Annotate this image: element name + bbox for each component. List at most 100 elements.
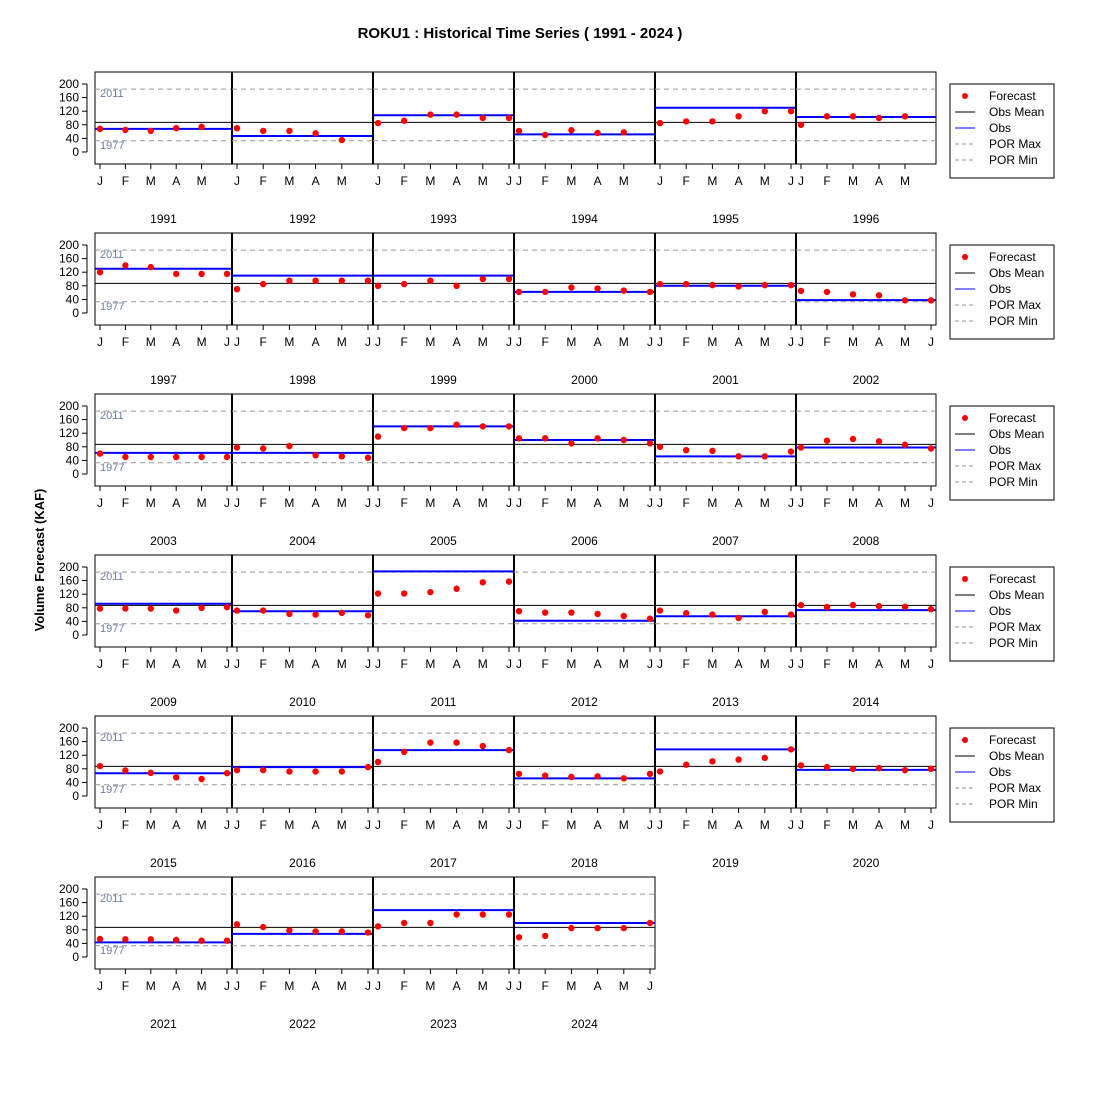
forecast-point xyxy=(479,114,486,122)
x-tick-label: M xyxy=(900,818,910,832)
forecast-point xyxy=(594,610,601,618)
x-tick-label: M xyxy=(337,818,347,832)
year-label: 1991 xyxy=(150,212,177,226)
forecast-point xyxy=(594,924,601,932)
x-tick-label: M xyxy=(760,174,770,188)
x-tick-label: M xyxy=(707,818,717,832)
x-tick-label: M xyxy=(337,979,347,993)
forecast-point xyxy=(364,929,372,936)
y-tick-label: 80 xyxy=(66,279,80,293)
forecast-point xyxy=(173,774,180,781)
x-tick-label: A xyxy=(172,174,180,188)
forecast-point xyxy=(453,739,460,746)
x-tick-label: F xyxy=(542,496,549,510)
legend-box xyxy=(949,83,1055,179)
legend-label: Obs Mean xyxy=(989,427,1044,441)
x-tick-label: M xyxy=(337,335,347,349)
forecast-point xyxy=(683,280,690,288)
forecast-point xyxy=(683,118,690,125)
forecast-point xyxy=(223,937,231,944)
x-tick-label: A xyxy=(172,657,180,671)
x-tick-label: J xyxy=(97,496,103,510)
x-tick-label: M xyxy=(900,174,910,188)
y-tick-label: 200 xyxy=(59,882,79,896)
panel-frame xyxy=(372,554,515,648)
y-tick-label: 160 xyxy=(59,735,79,749)
x-tick-label: J xyxy=(506,657,512,671)
x-tick-label: M xyxy=(284,335,294,349)
x-tick-label: M xyxy=(478,979,488,993)
forecast-point xyxy=(364,612,372,619)
forecast-point xyxy=(338,453,345,460)
x-tick-label: F xyxy=(122,496,129,510)
x-tick-label: A xyxy=(453,174,461,188)
legend-label: Obs xyxy=(989,282,1011,296)
forecast-point xyxy=(568,284,575,291)
x-tick-label: M xyxy=(425,335,435,349)
forecast-point xyxy=(286,127,293,135)
forecast-point xyxy=(787,448,795,455)
legend-label: POR Max xyxy=(989,137,1041,151)
x-tick-label: A xyxy=(594,979,602,993)
panel-frame xyxy=(513,554,656,648)
forecast-point xyxy=(401,590,408,597)
legend-label: POR Min xyxy=(989,153,1038,167)
legend-label: Forecast xyxy=(989,733,1036,747)
forecast-point xyxy=(479,911,486,918)
forecast-point xyxy=(927,445,935,452)
forecast-point xyxy=(683,610,690,617)
legend-label: Forecast xyxy=(989,250,1036,264)
year-label: 2003 xyxy=(150,534,177,548)
x-tick-label: M xyxy=(619,818,629,832)
forecast-point xyxy=(656,280,664,288)
x-tick-label: J xyxy=(788,818,794,832)
forecast-point xyxy=(823,603,831,611)
forecast-point xyxy=(875,292,883,299)
forecast-point xyxy=(505,746,513,754)
x-tick-label: M xyxy=(197,657,207,671)
forecast-point xyxy=(568,440,575,447)
x-tick-label: M xyxy=(146,174,156,188)
forecast-point xyxy=(656,443,664,450)
panel-frame xyxy=(654,715,797,809)
forecast-point xyxy=(260,445,267,452)
x-tick-label: A xyxy=(172,818,180,832)
forecast-point xyxy=(875,602,883,610)
legend-forecast-marker xyxy=(962,576,968,582)
forecast-point xyxy=(620,612,627,620)
x-tick-label: M xyxy=(197,979,207,993)
forecast-point xyxy=(875,438,883,445)
year-label: 2005 xyxy=(430,534,457,548)
x-tick-label: M xyxy=(707,496,717,510)
y-tick-label: 160 xyxy=(59,413,79,427)
y-tick-label: 200 xyxy=(59,399,79,413)
x-tick-label: F xyxy=(260,818,267,832)
x-tick-label: J xyxy=(97,335,103,349)
forecast-point xyxy=(709,758,716,765)
forecast-point xyxy=(338,136,345,144)
por-max-year-label: 2011 xyxy=(100,249,124,261)
x-tick-label: J xyxy=(234,657,240,671)
x-tick-label: M xyxy=(478,657,488,671)
year-panel: J F M A M J 2008 xyxy=(795,393,937,548)
legend-label: POR Max xyxy=(989,781,1041,795)
forecast-point xyxy=(122,126,129,134)
legend-label: Obs xyxy=(989,121,1011,135)
forecast-point xyxy=(505,423,513,430)
y-tick-label: 40 xyxy=(66,131,80,145)
y-tick-label: 40 xyxy=(66,775,80,789)
x-tick-label: M xyxy=(425,657,435,671)
forecast-point xyxy=(761,281,768,289)
x-tick-label: J xyxy=(97,657,103,671)
x-tick-label: A xyxy=(735,496,743,510)
forecast-point xyxy=(505,275,513,283)
forecast-point xyxy=(849,435,857,443)
forecast-point xyxy=(568,773,575,781)
chart-title: ROKU1 : Historical Time Series ( 1991 - … xyxy=(358,25,683,42)
legend-box xyxy=(949,727,1055,823)
forecast-point xyxy=(542,131,549,139)
year-panel: J F M A M J 2004 xyxy=(231,393,374,548)
forecast-point xyxy=(312,130,319,137)
